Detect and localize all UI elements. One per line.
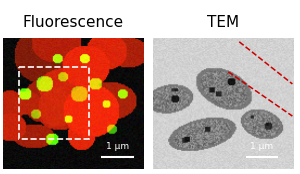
- Bar: [19, 67, 89, 139]
- Text: Fluorescence: Fluorescence: [23, 15, 124, 30]
- Text: 1 μm: 1 μm: [106, 142, 129, 151]
- Text: 1 μm: 1 μm: [250, 142, 274, 151]
- Text: TEM: TEM: [207, 15, 240, 30]
